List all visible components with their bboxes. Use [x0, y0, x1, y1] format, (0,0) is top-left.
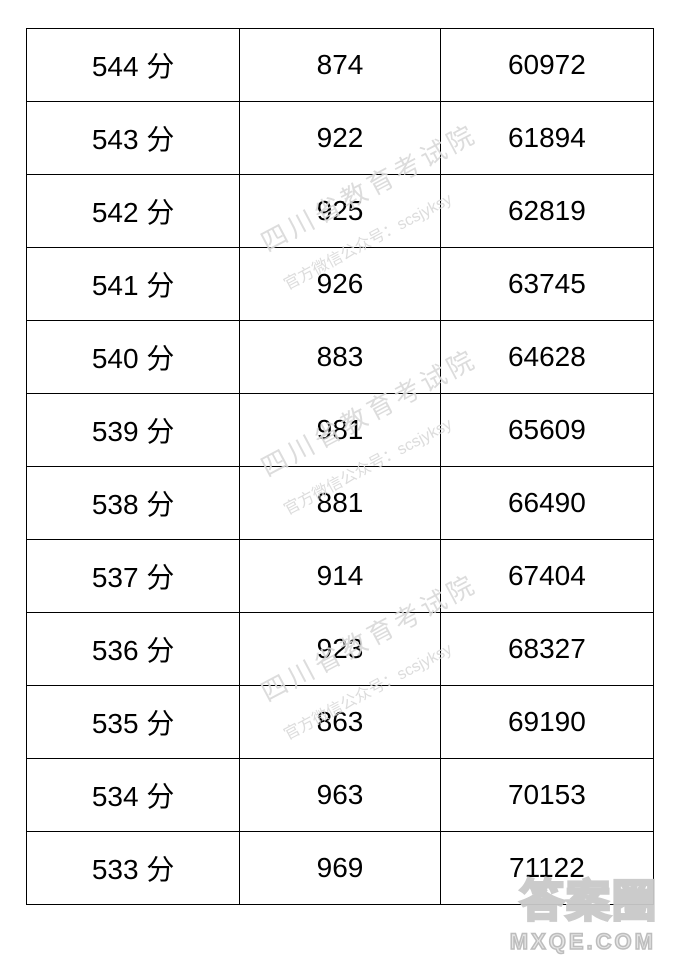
count-cell: 923 [240, 613, 441, 686]
cumulative-cell: 61894 [440, 102, 653, 175]
score-cell: 542 分 [27, 175, 240, 248]
count-cell: 925 [240, 175, 441, 248]
count-cell: 883 [240, 321, 441, 394]
count-cell: 963 [240, 759, 441, 832]
table-row: 544 分 874 60972 [27, 29, 654, 102]
table-row: 540 分 883 64628 [27, 321, 654, 394]
cumulative-cell: 63745 [440, 248, 653, 321]
table-row: 533 分 969 71122 [27, 832, 654, 905]
cumulative-cell: 67404 [440, 540, 653, 613]
count-cell: 881 [240, 467, 441, 540]
count-cell: 863 [240, 686, 441, 759]
cumulative-cell: 71122 [440, 832, 653, 905]
count-cell: 914 [240, 540, 441, 613]
cumulative-cell: 62819 [440, 175, 653, 248]
score-cell: 534 分 [27, 759, 240, 832]
score-cell: 535 分 [27, 686, 240, 759]
score-cell: 544 分 [27, 29, 240, 102]
score-table: 544 分 874 60972 543 分 922 61894 542 分 92… [26, 28, 654, 905]
table-row: 535 分 863 69190 [27, 686, 654, 759]
score-cell: 536 分 [27, 613, 240, 686]
table-row: 543 分 922 61894 [27, 102, 654, 175]
table-row: 542 分 925 62819 [27, 175, 654, 248]
score-cell: 543 分 [27, 102, 240, 175]
table-row: 537 分 914 67404 [27, 540, 654, 613]
score-cell: 539 分 [27, 394, 240, 467]
site-watermark: MXQE.COM [510, 929, 656, 955]
cumulative-cell: 60972 [440, 29, 653, 102]
table-row: 541 分 926 63745 [27, 248, 654, 321]
count-cell: 922 [240, 102, 441, 175]
cumulative-cell: 68327 [440, 613, 653, 686]
count-cell: 969 [240, 832, 441, 905]
page: 544 分 874 60972 543 分 922 61894 542 分 92… [0, 0, 680, 961]
score-cell: 540 分 [27, 321, 240, 394]
count-cell: 874 [240, 29, 441, 102]
score-cell: 533 分 [27, 832, 240, 905]
table-row: 538 分 881 66490 [27, 467, 654, 540]
table-row: 534 分 963 70153 [27, 759, 654, 832]
cumulative-cell: 65609 [440, 394, 653, 467]
score-cell: 538 分 [27, 467, 240, 540]
table-row: 539 分 981 65609 [27, 394, 654, 467]
cumulative-cell: 70153 [440, 759, 653, 832]
count-cell: 926 [240, 248, 441, 321]
score-cell: 541 分 [27, 248, 240, 321]
cumulative-cell: 66490 [440, 467, 653, 540]
score-cell: 537 分 [27, 540, 240, 613]
count-cell: 981 [240, 394, 441, 467]
cumulative-cell: 69190 [440, 686, 653, 759]
table-row: 536 分 923 68327 [27, 613, 654, 686]
cumulative-cell: 64628 [440, 321, 653, 394]
